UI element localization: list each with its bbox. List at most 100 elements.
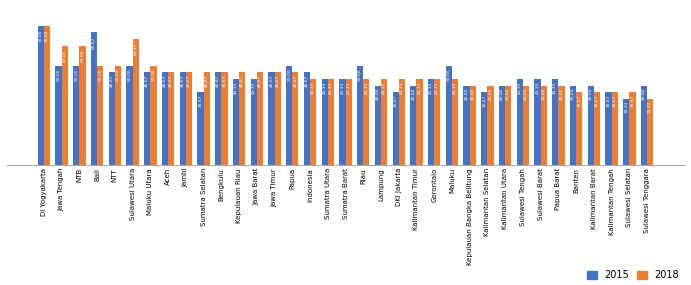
Text: 46.67: 46.67 xyxy=(187,75,191,87)
Bar xyxy=(55,66,61,165)
Bar xyxy=(647,99,653,165)
Text: 50.00: 50.00 xyxy=(98,69,102,81)
Text: 46.67: 46.67 xyxy=(269,75,274,87)
Text: 43.33: 43.33 xyxy=(311,82,315,94)
Bar xyxy=(97,66,104,165)
Bar xyxy=(452,79,458,165)
Text: 50.00: 50.00 xyxy=(358,69,362,81)
Bar xyxy=(505,86,511,165)
Bar xyxy=(552,79,558,165)
Text: 46.67: 46.67 xyxy=(240,75,244,87)
Text: 50.00: 50.00 xyxy=(74,69,78,81)
Text: 43.33: 43.33 xyxy=(435,82,439,94)
Text: 46.67: 46.67 xyxy=(223,75,227,87)
Bar xyxy=(204,72,210,165)
Text: 40.00: 40.00 xyxy=(560,88,563,100)
Bar xyxy=(540,86,547,165)
Bar xyxy=(576,92,583,165)
Bar xyxy=(44,26,50,165)
Text: 36.67: 36.67 xyxy=(607,94,611,107)
Bar xyxy=(570,86,576,165)
Bar xyxy=(357,66,363,165)
Bar xyxy=(91,32,97,165)
Bar xyxy=(268,72,274,165)
Bar xyxy=(126,66,133,165)
Bar xyxy=(286,66,292,165)
Text: 43.33: 43.33 xyxy=(252,82,256,94)
Bar xyxy=(257,72,263,165)
Text: 43.33: 43.33 xyxy=(417,82,422,94)
Bar xyxy=(233,79,239,165)
Bar xyxy=(321,79,328,165)
Text: 43.33: 43.33 xyxy=(553,82,557,94)
Bar xyxy=(221,72,227,165)
Bar xyxy=(108,72,115,165)
Bar xyxy=(375,86,381,165)
Text: 36.67: 36.67 xyxy=(577,94,581,107)
Text: 36.67: 36.67 xyxy=(482,94,486,107)
Text: 40.00: 40.00 xyxy=(489,88,493,100)
Bar xyxy=(168,72,174,165)
Bar xyxy=(274,72,281,165)
Bar xyxy=(310,79,316,165)
Bar xyxy=(630,92,636,165)
Bar xyxy=(481,92,487,165)
Text: 46.67: 46.67 xyxy=(110,75,114,87)
Text: 43.33: 43.33 xyxy=(400,82,404,94)
Bar xyxy=(79,46,86,165)
Bar xyxy=(499,86,505,165)
Bar xyxy=(339,79,346,165)
Text: 50.00: 50.00 xyxy=(151,69,155,81)
Bar xyxy=(612,92,618,165)
Text: 60.00: 60.00 xyxy=(63,49,67,62)
Bar xyxy=(434,79,440,165)
Text: 46.67: 46.67 xyxy=(305,75,309,87)
Text: 36.67: 36.67 xyxy=(394,94,397,107)
Text: 43.33: 43.33 xyxy=(453,82,457,94)
Bar xyxy=(558,86,565,165)
Bar xyxy=(470,86,476,165)
Legend: 2015, 2018: 2015, 2018 xyxy=(587,270,679,280)
Bar xyxy=(417,79,423,165)
Bar xyxy=(534,79,540,165)
Text: 43.33: 43.33 xyxy=(234,82,238,94)
Text: 46.67: 46.67 xyxy=(145,75,149,87)
Text: 40.00: 40.00 xyxy=(524,88,528,100)
Bar xyxy=(251,79,257,165)
Text: 40.00: 40.00 xyxy=(542,88,546,100)
Text: 66.67: 66.67 xyxy=(92,36,96,49)
Bar xyxy=(162,72,168,165)
Text: 36.67: 36.67 xyxy=(613,94,617,107)
Bar xyxy=(605,92,612,165)
Bar xyxy=(151,66,157,165)
Bar xyxy=(517,79,523,165)
Text: 43.33: 43.33 xyxy=(429,82,433,94)
Text: 40.00: 40.00 xyxy=(464,88,468,100)
Bar xyxy=(186,72,192,165)
Bar xyxy=(38,26,44,165)
Text: 43.33: 43.33 xyxy=(347,82,350,94)
Bar xyxy=(523,86,529,165)
Text: 46.67: 46.67 xyxy=(169,75,173,87)
Text: 60.00: 60.00 xyxy=(80,49,84,62)
Text: 70.00: 70.00 xyxy=(39,30,43,42)
Bar xyxy=(61,46,68,165)
Text: 43.33: 43.33 xyxy=(323,82,327,94)
Bar xyxy=(198,92,204,165)
Text: 43.33: 43.33 xyxy=(329,82,333,94)
Bar xyxy=(428,79,434,165)
Text: 36.67: 36.67 xyxy=(198,94,202,107)
Bar xyxy=(381,79,387,165)
Bar xyxy=(641,86,647,165)
Text: 46.67: 46.67 xyxy=(276,75,280,87)
Bar xyxy=(410,86,417,165)
Text: 46.67: 46.67 xyxy=(181,75,184,87)
Text: 40.00: 40.00 xyxy=(507,88,510,100)
Text: 40.00: 40.00 xyxy=(376,88,380,100)
Text: 46.67: 46.67 xyxy=(258,75,262,87)
Text: 36.67: 36.67 xyxy=(595,94,599,107)
Text: 43.33: 43.33 xyxy=(536,82,540,94)
Text: 43.33: 43.33 xyxy=(518,82,522,94)
Text: 70.00: 70.00 xyxy=(45,30,49,42)
Bar xyxy=(292,72,299,165)
